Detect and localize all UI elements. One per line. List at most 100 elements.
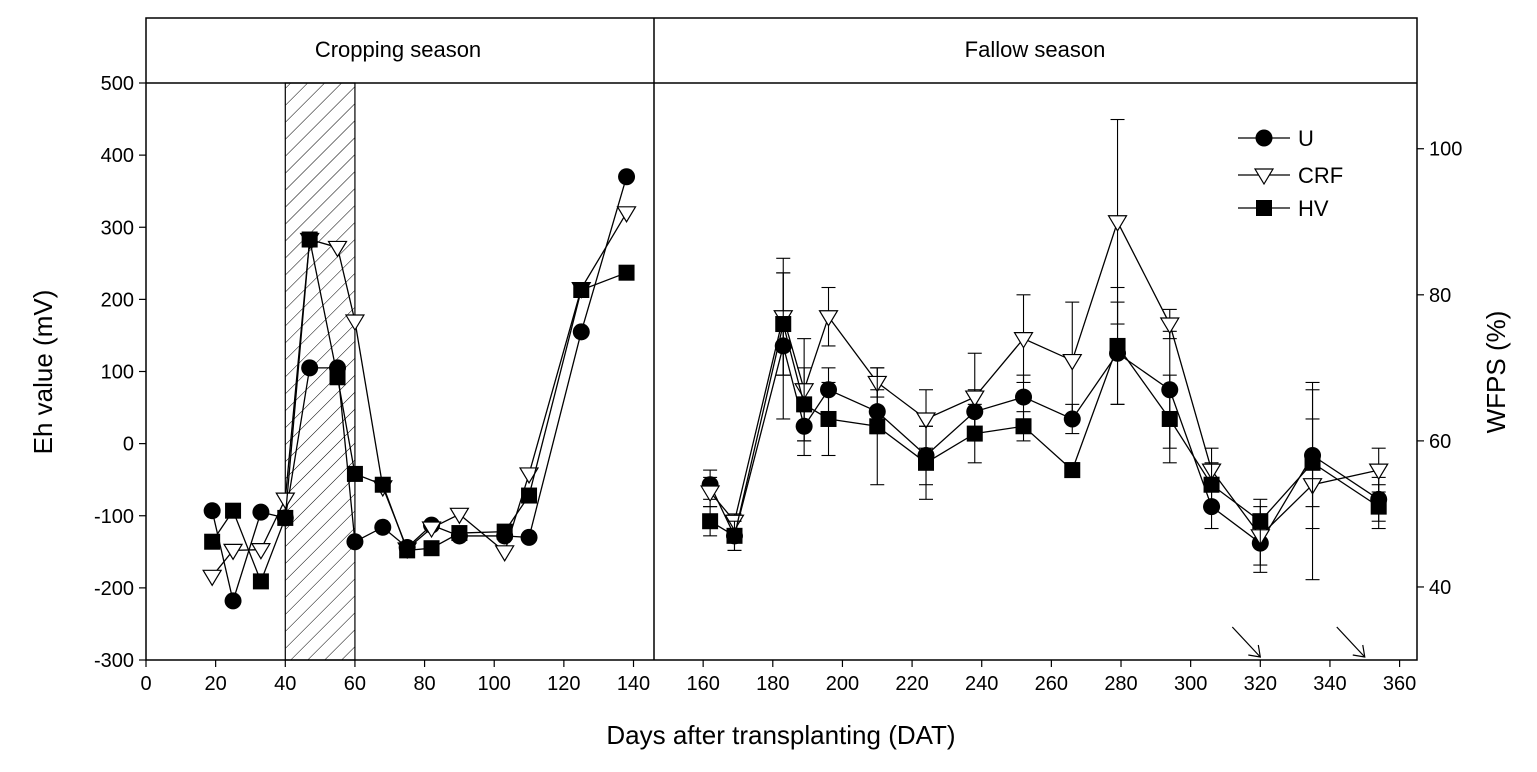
- eh-point-crf: [250, 543, 271, 560]
- eh-point-crf: [275, 492, 296, 510]
- eh-point-u: [252, 503, 270, 521]
- eh-line-crf: [211, 212, 628, 577]
- x-tick-label: 40: [274, 673, 296, 695]
- wfps-point-crf: [1159, 317, 1180, 335]
- y-tick-label-right: 80: [1429, 285, 1451, 307]
- x-tick-label: 80: [413, 673, 435, 695]
- wfps-point-crf: [1368, 463, 1389, 481]
- y-tick-label-right: 40: [1429, 577, 1451, 599]
- x-tick-label: 20: [205, 673, 227, 695]
- wfps-point-hv: [726, 527, 743, 544]
- arrow-head: [1352, 644, 1366, 658]
- x-tick-label: 140: [617, 673, 650, 695]
- eh-point-u: [520, 528, 538, 546]
- plot-frame: [145, 17, 1418, 661]
- x-tick-label: 100: [478, 673, 511, 695]
- wfps-point-crf: [1107, 215, 1128, 232]
- eh-line-u: [211, 176, 628, 604]
- eh-line-hv: [211, 239, 627, 584]
- wfps-point-hv: [1015, 418, 1032, 435]
- y-tick-label-left: 100: [101, 362, 134, 384]
- legend: U CRF HV: [1238, 126, 1343, 221]
- legend-marker-u: [1255, 129, 1273, 147]
- eh-point-hv: [204, 533, 221, 550]
- eh-point-hv: [374, 476, 391, 493]
- wfps-point-hv: [775, 316, 792, 333]
- x-tick-label: 260: [1035, 673, 1068, 695]
- x-tick-label: 300: [1174, 673, 1207, 695]
- wfps-point-hv: [1161, 410, 1178, 427]
- wfps-point-crf: [1013, 332, 1034, 349]
- eh-point-hv: [573, 281, 590, 298]
- arrow-shaft: [1231, 626, 1261, 658]
- axis-ticks: 0 20 40 60 80 100 120 140 160 180 200 220 240 260 280 3…: [94, 73, 1462, 695]
- legend-label-u: U: [1298, 126, 1314, 151]
- wfps-line-crf: [709, 220, 1379, 537]
- eh-point-hv: [521, 487, 538, 504]
- eh-point-crf: [344, 314, 365, 332]
- eh-point-u: [224, 592, 242, 610]
- arrow-markers: [1231, 626, 1366, 658]
- x-tick-label: 0: [140, 673, 151, 695]
- eh-point-hv: [301, 231, 318, 248]
- eh-point-u: [618, 168, 636, 186]
- season-label-fallow: Fallow season: [965, 37, 1106, 62]
- x-tick-label: 280: [1104, 673, 1137, 695]
- wfps-point-hv: [1370, 498, 1387, 515]
- eh-point-hv: [252, 573, 269, 590]
- wfps-point-hv: [869, 418, 886, 435]
- eh-point-hv: [399, 542, 416, 559]
- x-tick-label: 180: [756, 673, 789, 695]
- x-tick-label: 360: [1383, 673, 1416, 695]
- legend-marker-hv: [1256, 200, 1272, 216]
- eh-series-crf: [202, 206, 637, 587]
- arrow-head: [1248, 644, 1262, 658]
- wfps-point-hv: [820, 410, 837, 427]
- wfps-line-u: [709, 343, 1380, 545]
- wfps-point-hv: [1109, 337, 1126, 354]
- season-label-cropping: Cropping season: [315, 37, 481, 62]
- arrow-shaft: [1336, 626, 1366, 658]
- eh-point-u: [572, 323, 590, 341]
- x-tick-label: 60: [344, 673, 366, 695]
- wfps-point-crf: [1062, 353, 1083, 371]
- eh-point-crf: [202, 569, 223, 587]
- wfps-point-hv: [1203, 476, 1220, 493]
- legend-label-hv: HV: [1298, 196, 1329, 221]
- data-series: [202, 118, 1389, 610]
- wfps-point-crf: [915, 412, 937, 430]
- x-tick-label: 340: [1313, 673, 1346, 695]
- y-tick-label-left: -100: [94, 506, 134, 528]
- wfps-point-u: [1015, 388, 1033, 406]
- eh-point-crf: [327, 240, 348, 258]
- x-tick-label: 320: [1244, 673, 1277, 695]
- x-tick-label: 120: [547, 673, 580, 695]
- eh-point-hv: [225, 502, 242, 519]
- eh-point-u: [374, 518, 392, 536]
- x-tick-label: 200: [826, 673, 859, 695]
- wfps-point-hv: [796, 396, 813, 413]
- eh-point-crf: [494, 545, 515, 562]
- legend-marker-crf: [1253, 168, 1275, 186]
- eh-point-crf: [421, 521, 442, 539]
- y-tick-label-left: 400: [101, 145, 134, 167]
- wfps-point-hv: [918, 454, 935, 471]
- wfps-point-hv: [702, 513, 719, 530]
- y-tick-label-left: -300: [94, 650, 134, 672]
- x-tick-label: 160: [686, 673, 719, 695]
- eh-point-hv: [423, 540, 440, 557]
- y-tick-label-right: 60: [1429, 431, 1451, 453]
- y-tick-label-left: 0: [123, 434, 134, 456]
- legend-label-crf: CRF: [1298, 163, 1343, 188]
- y-axis-title-right: WFPS (%): [1481, 311, 1511, 434]
- y-tick-label-left: -200: [94, 578, 134, 600]
- wfps-point-hv: [966, 425, 983, 442]
- y-tick-label-left: 300: [101, 217, 134, 239]
- eh-series-hv: [204, 231, 635, 590]
- y-axis-title-left: Eh value (mV): [28, 290, 58, 455]
- wfps-point-hv: [1064, 462, 1081, 479]
- eh-point-u: [203, 502, 221, 520]
- x-tick-label: 220: [895, 673, 928, 695]
- wfps-point-crf: [964, 390, 985, 408]
